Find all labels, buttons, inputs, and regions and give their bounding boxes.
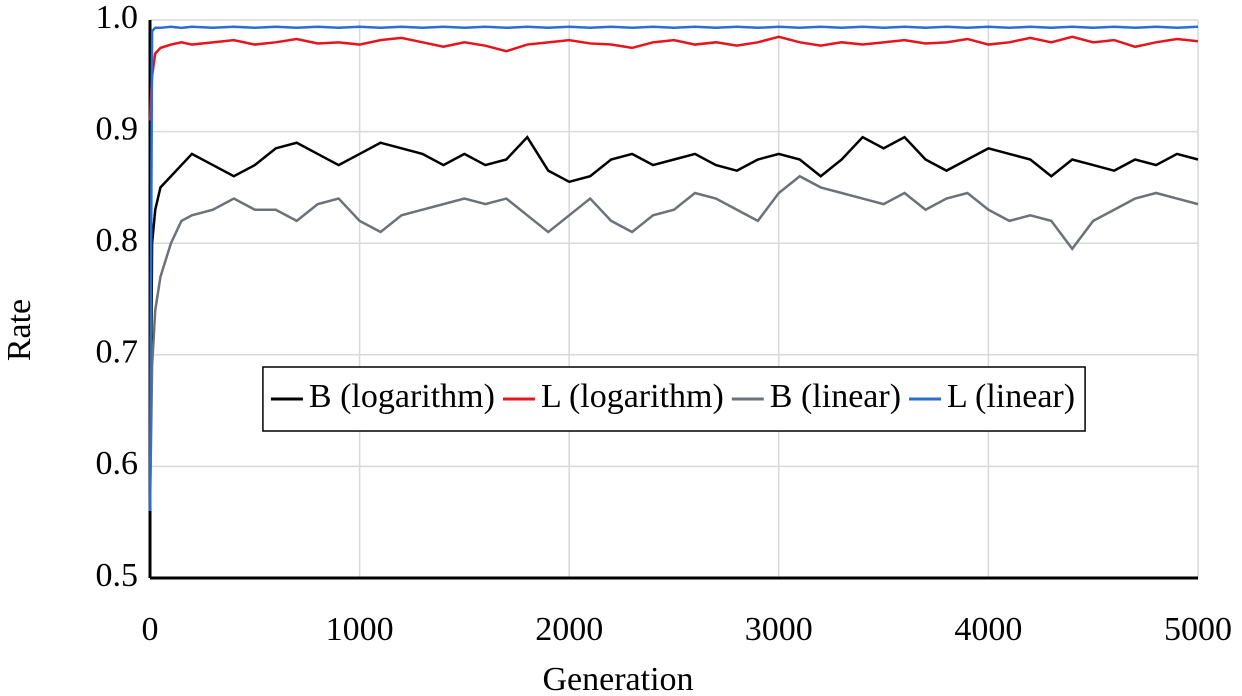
legend-label: B (logarithm) bbox=[309, 378, 495, 415]
data-line bbox=[148, 174, 1199, 512]
x-tick-label: 4000 bbox=[954, 611, 1022, 648]
y-tick-label: 0.9 bbox=[96, 110, 139, 147]
data-line bbox=[148, 25, 1199, 512]
x-tick-label: 3000 bbox=[745, 611, 813, 648]
legend-box bbox=[262, 366, 1086, 432]
y-tick-label: 0.7 bbox=[96, 334, 139, 371]
data-line bbox=[148, 35, 1199, 121]
y-axis-label: Rate bbox=[1, 299, 38, 361]
x-tick-label: 5000 bbox=[1164, 611, 1232, 648]
legend-label: B (linear) bbox=[770, 378, 901, 415]
legend-label: L (logarithm) bbox=[541, 378, 724, 415]
y-tick-label: 1.0 bbox=[96, 0, 139, 36]
x-tick-label: 1000 bbox=[326, 611, 394, 648]
y-tick-label: 0.5 bbox=[96, 557, 139, 594]
data-line bbox=[148, 135, 1199, 512]
y-tick-label: 0.6 bbox=[96, 445, 139, 482]
x-axis-label: Generation bbox=[542, 661, 693, 696]
legend-label: L (linear) bbox=[947, 378, 1075, 415]
x-tick-label: 0 bbox=[142, 611, 159, 648]
legend: B (logarithm) L (logarithm) B (linear) L (l… bbox=[262, 366, 1086, 432]
x-tick-label: 2000 bbox=[535, 611, 603, 648]
y-tick-label: 0.8 bbox=[96, 222, 139, 259]
